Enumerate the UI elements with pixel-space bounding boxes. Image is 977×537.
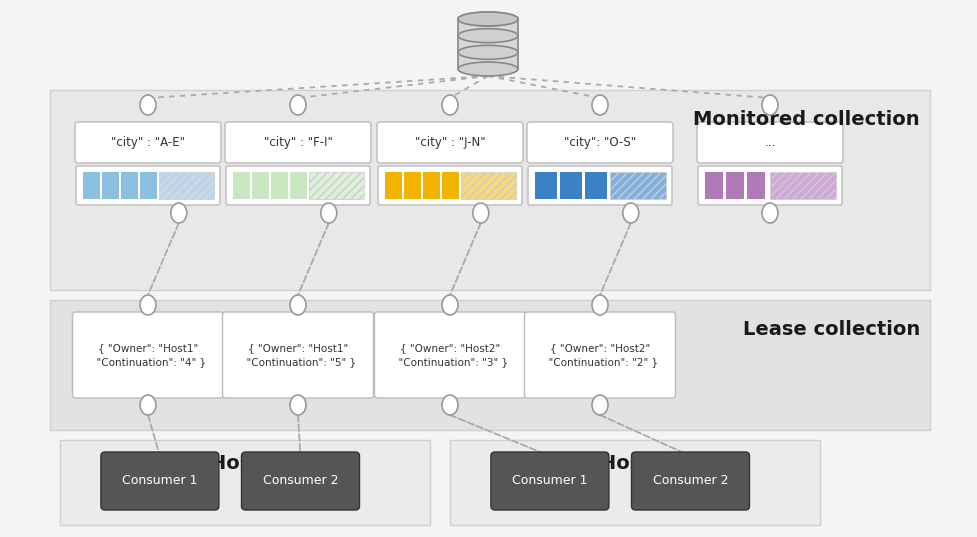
FancyBboxPatch shape [75, 122, 221, 163]
Ellipse shape [442, 95, 458, 115]
Bar [121, 172, 138, 199]
Bar [705, 172, 723, 199]
FancyBboxPatch shape [527, 122, 673, 163]
Text: { "Owner": "Host1"
  "Continuation": "4" }: { "Owner": "Host1" "Continuation": "4" } [90, 343, 206, 367]
FancyBboxPatch shape [490, 452, 609, 510]
Bar [60, 440, 430, 525]
Ellipse shape [622, 203, 639, 223]
Ellipse shape [442, 395, 458, 415]
Text: "city" : "F-I": "city" : "F-I" [264, 136, 332, 149]
Bar [290, 172, 307, 199]
Text: { "Owner": "Host2"
  "Continuation": "2" }: { "Owner": "Host2" "Continuation": "2" } [542, 343, 658, 367]
Text: { "Owner": "Host1"
  "Continuation": "5" }: { "Owner": "Host1" "Continuation": "5" } [240, 343, 356, 367]
Bar [404, 172, 421, 199]
FancyBboxPatch shape [525, 312, 675, 398]
Bar [747, 172, 765, 199]
Text: Consumer 2: Consumer 2 [653, 475, 728, 488]
Ellipse shape [762, 203, 778, 223]
Text: Monitored collection: Monitored collection [694, 110, 920, 129]
Ellipse shape [140, 95, 156, 115]
FancyBboxPatch shape [226, 166, 370, 205]
Bar [50, 90, 930, 290]
Bar [102, 172, 119, 199]
Bar [726, 172, 744, 199]
Bar [271, 172, 288, 199]
Text: "city": "O-S": "city": "O-S" [564, 136, 636, 149]
Bar [770, 172, 835, 199]
Text: Consumer 1: Consumer 1 [512, 475, 587, 488]
Ellipse shape [762, 95, 778, 115]
Text: Consumer 2: Consumer 2 [263, 475, 338, 488]
FancyBboxPatch shape [241, 452, 360, 510]
Ellipse shape [290, 295, 306, 315]
Bar [450, 440, 820, 525]
Bar [50, 300, 930, 430]
Ellipse shape [458, 12, 518, 26]
Bar [458, 19, 518, 69]
Ellipse shape [290, 395, 306, 415]
FancyBboxPatch shape [223, 312, 373, 398]
Text: { "Owner": "Host2"
  "Continuation": "3" }: { "Owner": "Host2" "Continuation": "3" } [392, 343, 508, 367]
Text: Host 2: Host 2 [600, 454, 670, 473]
Ellipse shape [592, 295, 608, 315]
Bar [233, 172, 250, 199]
FancyBboxPatch shape [377, 122, 523, 163]
Ellipse shape [458, 45, 518, 59]
Ellipse shape [473, 203, 488, 223]
FancyBboxPatch shape [76, 166, 220, 205]
Bar [442, 172, 459, 199]
Bar [309, 172, 364, 199]
FancyBboxPatch shape [528, 166, 672, 205]
Ellipse shape [140, 395, 156, 415]
Bar [461, 172, 516, 199]
Ellipse shape [592, 95, 608, 115]
Bar [385, 172, 402, 199]
FancyBboxPatch shape [72, 312, 224, 398]
Bar [159, 172, 214, 199]
FancyBboxPatch shape [378, 166, 522, 205]
Ellipse shape [171, 203, 187, 223]
Text: Lease collection: Lease collection [743, 320, 920, 339]
Ellipse shape [458, 28, 518, 42]
FancyBboxPatch shape [697, 122, 843, 163]
FancyBboxPatch shape [631, 452, 749, 510]
Ellipse shape [592, 395, 608, 415]
Bar [535, 172, 557, 199]
Text: "city" : "J-N": "city" : "J-N" [414, 136, 486, 149]
Ellipse shape [140, 295, 156, 315]
Bar [610, 172, 666, 199]
Bar [560, 172, 582, 199]
FancyBboxPatch shape [698, 166, 842, 205]
FancyBboxPatch shape [225, 122, 371, 163]
Bar [423, 172, 440, 199]
Text: ...: ... [764, 136, 776, 149]
Ellipse shape [290, 95, 306, 115]
Ellipse shape [442, 295, 458, 315]
Text: "city" : "A-E": "city" : "A-E" [111, 136, 185, 149]
Bar [585, 172, 607, 199]
Text: Host 1: Host 1 [209, 454, 280, 473]
Bar [140, 172, 157, 199]
Bar [83, 172, 100, 199]
FancyBboxPatch shape [374, 312, 526, 398]
Ellipse shape [458, 62, 518, 76]
Ellipse shape [458, 12, 518, 26]
Ellipse shape [320, 203, 337, 223]
FancyBboxPatch shape [101, 452, 219, 510]
Text: Consumer 1: Consumer 1 [122, 475, 197, 488]
Bar [252, 172, 269, 199]
